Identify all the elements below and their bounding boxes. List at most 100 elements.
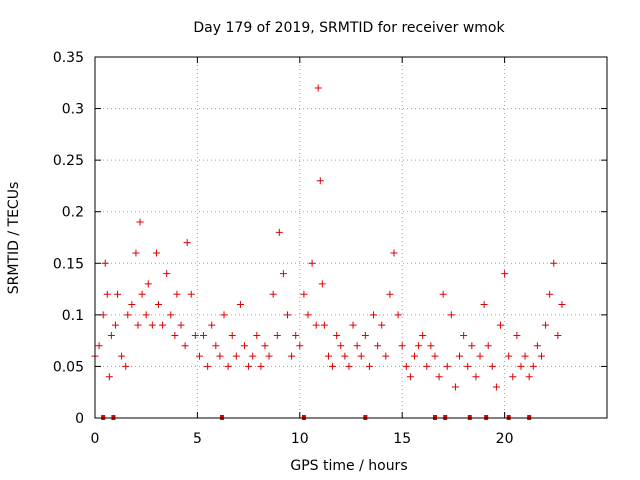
data-point: [419, 331, 427, 339]
data-point: [435, 373, 443, 381]
data-point: [159, 321, 167, 329]
data-point: [132, 249, 140, 257]
data-point: [353, 342, 361, 350]
data-point: [228, 331, 236, 339]
data-point: [537, 352, 545, 360]
data-point: [124, 311, 132, 319]
data-point: [521, 352, 529, 360]
data-point: [546, 290, 554, 298]
data-point: [257, 362, 265, 370]
data-point: [177, 321, 185, 329]
data-point: [341, 352, 349, 360]
data-point: [439, 290, 447, 298]
data-point: [183, 239, 191, 247]
y-tick-label: 0.2: [62, 205, 84, 221]
data-point: [333, 331, 341, 339]
data-point: [304, 311, 312, 319]
data-point: [128, 301, 136, 309]
data-point: [349, 321, 357, 329]
data-point: [318, 280, 326, 288]
data-point: [472, 373, 480, 381]
data-point: [273, 331, 281, 339]
data-point: [187, 290, 195, 298]
x-axis-label: GPS time / hours: [290, 458, 407, 474]
data-point: [365, 362, 373, 370]
x-tick-label: 5: [193, 431, 202, 447]
y-tick-label: 0.25: [53, 153, 84, 169]
data-point: [312, 321, 320, 329]
data-point: [447, 311, 455, 319]
data-point: [163, 270, 171, 278]
y-axis-label: SRMTID / TECUs: [6, 182, 22, 295]
data-point: [314, 84, 322, 92]
data-point: [492, 383, 500, 391]
plot-frame: [94, 56, 608, 419]
data-point: [513, 331, 521, 339]
data-point: [398, 342, 406, 350]
data-point: [95, 342, 103, 350]
data-point: [443, 362, 451, 370]
data-point: [558, 301, 566, 309]
data-point: [122, 362, 130, 370]
data-point: [324, 352, 332, 360]
data-point: [216, 352, 224, 360]
data-point: [431, 352, 439, 360]
data-point: [200, 331, 208, 339]
data-point: [118, 352, 126, 360]
data-point: [345, 362, 353, 370]
data-point: [329, 362, 337, 370]
y-tick-label: 0.15: [53, 256, 84, 272]
data-point: [208, 321, 216, 329]
data-point: [142, 311, 150, 319]
data-point: [505, 352, 513, 360]
data-point: [300, 290, 308, 298]
data-point: [374, 342, 382, 350]
data-point: [501, 270, 509, 278]
data-point: [386, 290, 394, 298]
y-tick-label: 0.1: [62, 308, 84, 324]
data-point: [154, 301, 162, 309]
data-point: [103, 290, 111, 298]
data-point: [357, 352, 365, 360]
data-point: [249, 352, 257, 360]
y-tick-label: 0.35: [53, 50, 84, 66]
data-point: [204, 362, 212, 370]
data-point: [181, 342, 189, 350]
data-point: [484, 342, 492, 350]
data-point: [253, 331, 261, 339]
data-point: [171, 331, 179, 339]
data-point: [138, 290, 146, 298]
data-point: [296, 342, 304, 350]
data-point: [488, 362, 496, 370]
data-point: [101, 259, 109, 267]
data-point: [337, 342, 345, 350]
data-point: [279, 270, 287, 278]
y-tick-label: 0.3: [62, 102, 84, 118]
data-point: [390, 249, 398, 257]
data-point: [148, 321, 156, 329]
data-point: [275, 228, 283, 236]
data-point: [232, 352, 240, 360]
data-point: [173, 290, 181, 298]
data-point: [497, 321, 505, 329]
data-point: [236, 301, 244, 309]
data-point: [288, 352, 296, 360]
data-point: [167, 311, 175, 319]
data-point: [476, 352, 484, 360]
data-point: [111, 321, 119, 329]
data-point: [224, 362, 232, 370]
data-point: [550, 259, 558, 267]
data-points: [91, 84, 566, 420]
data-point: [456, 352, 464, 360]
data-point: [265, 352, 273, 360]
data-point: [195, 352, 203, 360]
data-point: [378, 321, 386, 329]
chart-title: Day 179 of 2019, SRMTID for receiver wmo…: [193, 20, 505, 36]
data-point: [464, 362, 472, 370]
data-point: [415, 342, 423, 350]
y-tick-label: 0.05: [53, 359, 84, 375]
grid-lines: [95, 57, 607, 418]
data-point: [529, 362, 537, 370]
data-point: [320, 321, 328, 329]
